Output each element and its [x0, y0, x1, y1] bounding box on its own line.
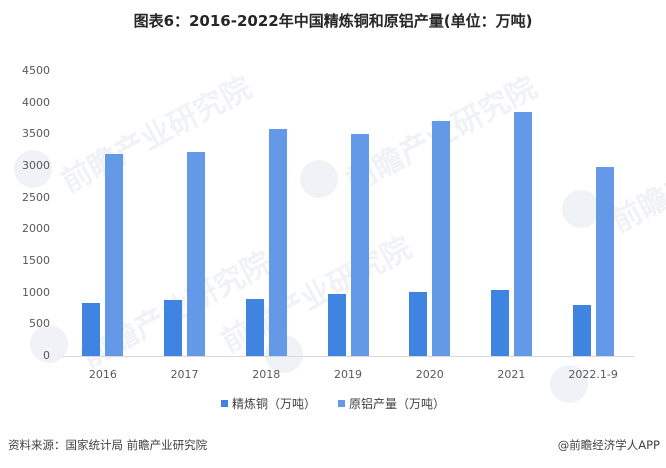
chart-legend: 精炼铜（万吨） 原铝产量（万吨）	[0, 395, 666, 412]
bar-copper[interactable]	[82, 302, 101, 356]
bar-aluminum[interactable]	[350, 134, 369, 356]
x-tick-label: 2019	[334, 368, 362, 381]
legend-label-aluminum: 原铝产量（万吨）	[349, 397, 446, 411]
x-tick-label: 2022.1-9	[568, 368, 618, 381]
bar-aluminum[interactable]	[432, 121, 451, 356]
bar-aluminum[interactable]	[105, 154, 124, 356]
watermark-text: 前瞻产业研究院	[215, 230, 418, 360]
bar-copper[interactable]	[245, 298, 264, 356]
legend-item-copper[interactable]: 精炼铜（万吨）	[220, 395, 316, 412]
y-tick-label: 1000	[22, 285, 50, 299]
y-tick-label: 4000	[22, 95, 50, 109]
bar-copper[interactable]	[572, 305, 591, 356]
watermark-text: 前瞻产业研究院	[55, 70, 258, 200]
y-tick-label: 2000	[22, 222, 50, 236]
x-tick-label: 2016	[88, 368, 117, 381]
bar-aluminum[interactable]	[187, 151, 206, 356]
x-tick-label: 2020	[415, 368, 444, 381]
x-tick-label: 2021	[497, 368, 526, 381]
y-tick-label: 4500	[22, 64, 50, 77]
x-axis-line	[62, 356, 634, 357]
y-tick-label: 1500	[22, 254, 50, 267]
legend-label-copper: 精炼铜（万吨）	[231, 397, 316, 411]
bar-copper[interactable]	[409, 292, 428, 356]
x-tick-label: 2018	[252, 368, 281, 381]
legend-item-aluminum[interactable]: 原铝产量（万吨）	[338, 395, 445, 412]
legend-swatch-copper-icon	[220, 400, 228, 407]
bar-aluminum[interactable]	[595, 166, 614, 356]
bar-copper[interactable]	[164, 299, 183, 356]
bar-aluminum[interactable]	[268, 129, 287, 356]
bar-copper[interactable]	[327, 294, 346, 356]
y-tick-label: 2500	[22, 190, 50, 204]
bar-aluminum[interactable]	[513, 112, 532, 356]
x-tick-label: 2017	[170, 368, 199, 381]
y-tick-label: 0	[43, 349, 50, 362]
chart-title: 图表6：2016-2022年中国精炼铜和原铝产量(单位：万吨)	[133, 12, 533, 30]
footer: 资料来源：国家统计局 前瞻产业研究院 @前瞻经济学人APP	[8, 437, 660, 453]
legend-swatch-aluminum-icon	[338, 400, 345, 407]
y-tick-label: 3500	[22, 127, 50, 141]
bar-copper[interactable]	[490, 289, 509, 356]
y-tick-label: 3000	[22, 159, 50, 172]
watermark-logo-icon	[300, 160, 338, 198]
credit-note: @前瞻经济学人APP	[557, 438, 660, 452]
source-note: 资料来源：国家统计局 前瞻产业研究院	[8, 438, 208, 452]
watermark-logo-icon	[562, 190, 600, 228]
y-tick-label: 500	[29, 317, 50, 331]
